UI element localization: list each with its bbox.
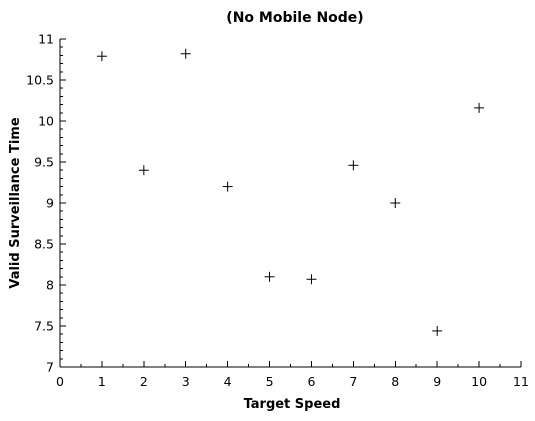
data-point	[432, 325, 443, 336]
y-tick-label: 11	[38, 32, 54, 47]
x-tick-label: 5	[266, 374, 274, 389]
data-point	[390, 198, 401, 208]
x-tick-label: 4	[224, 374, 232, 389]
data-point	[138, 165, 149, 176]
plot-axes	[59, 39, 521, 368]
y-tick-label: 8.5	[34, 237, 54, 252]
x-tick-label: 10	[471, 374, 487, 389]
data-point	[96, 51, 107, 62]
x-tick-label: 3	[182, 374, 190, 389]
data-point	[348, 160, 359, 171]
x-tick-label: 0	[56, 374, 64, 389]
data-point	[306, 274, 317, 285]
y-tick-label: 10.5	[26, 73, 54, 88]
chart-title: (No Mobile Node)	[226, 10, 363, 26]
data-point	[222, 181, 233, 192]
x-axis-label: Target Speed	[244, 397, 341, 412]
data-point	[180, 48, 191, 59]
y-tick-label: 7.5	[34, 319, 54, 334]
y-tick-label: 10	[38, 114, 54, 129]
x-tick-label: 6	[307, 374, 315, 389]
y-tick-label: 9.5	[34, 155, 54, 170]
data-point	[474, 102, 485, 113]
y-tick-label: 8	[46, 278, 54, 293]
x-tick-label: 9	[433, 374, 441, 389]
x-tick-label: 7	[349, 374, 357, 389]
data-points	[96, 48, 485, 336]
x-tick-label: 2	[140, 374, 148, 389]
y-tick-label: 9	[46, 196, 54, 211]
x-tick-label: 11	[513, 374, 529, 389]
x-tick-label: 8	[391, 374, 399, 389]
x-tick-label: 1	[98, 374, 106, 389]
y-axis-ticks: 7 7.5 8 8.5 9 9.5 10 10.5 11	[26, 32, 66, 375]
y-tick-label: 7	[46, 360, 54, 375]
y-axis-label: Valid Surveillance Time	[8, 117, 23, 289]
data-point	[264, 271, 275, 282]
x-axis-ticks: 0 1 2 3 4 5 6 7 8 9 10 11	[56, 361, 529, 389]
